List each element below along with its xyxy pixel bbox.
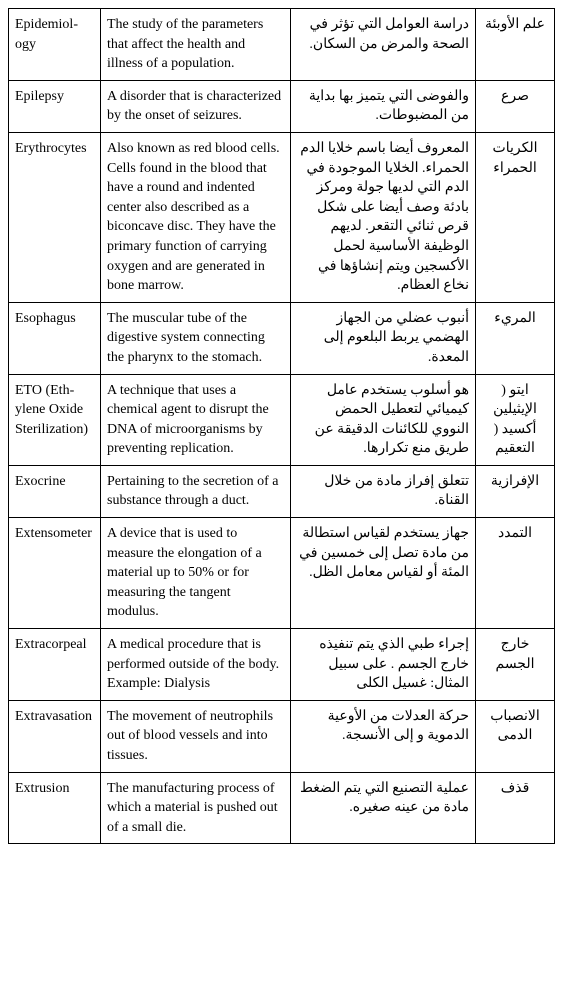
- cell-ar-def: إجراء طبي الذي يتم تنفيذه خارج الجسم . ع…: [291, 629, 476, 701]
- cell-ar-def: دراسة العوامل التي تؤثر في الصحة والمرض …: [291, 9, 476, 81]
- cell-ar-term: الانصباب الدمى: [476, 700, 555, 772]
- cell-ar-def: المعروف أيضا باسم خلايا الدم الحمراء. ال…: [291, 132, 476, 302]
- cell-ar-term: علم الأوبئة: [476, 9, 555, 81]
- table-row: ExtracorpealA medical procedure that is …: [9, 629, 555, 701]
- cell-en-term: Epilepsy: [9, 80, 101, 132]
- cell-en-term: Erythrocytes: [9, 132, 101, 302]
- table-row: Epidemiol­ogyThe study of the parame­ter…: [9, 9, 555, 81]
- cell-ar-term: صرع: [476, 80, 555, 132]
- cell-en-def: The manufacturing pro­cess of which a ma…: [101, 772, 291, 844]
- cell-en-term: Extracorpeal: [9, 629, 101, 701]
- cell-ar-term: المريء: [476, 302, 555, 374]
- cell-ar-term: ايتو ( الإيثيلين أكسيد ( التعقيم: [476, 374, 555, 465]
- cell-en-def: The study of the parame­ters that affect…: [101, 9, 291, 81]
- cell-en-def: A device that is used to measure the elo…: [101, 518, 291, 629]
- cell-en-term: Exocrine: [9, 465, 101, 517]
- table-row: ErythrocytesAlso known as red blood cell…: [9, 132, 555, 302]
- glossary-table: Epidemiol­ogyThe study of the parame­ter…: [8, 8, 555, 844]
- table-row: ETO (Eth­ylene Oxide Sterilization)A tec…: [9, 374, 555, 465]
- cell-ar-term: الإفرازية: [476, 465, 555, 517]
- cell-en-def: The movement of neutrophils out of blood…: [101, 700, 291, 772]
- cell-en-term: Extravasa­tion: [9, 700, 101, 772]
- cell-ar-term: قذف: [476, 772, 555, 844]
- table-row: Extensom­eterA device that is used to me…: [9, 518, 555, 629]
- cell-ar-def: حركة العدلات من الأوعية الدموية و إلى ال…: [291, 700, 476, 772]
- cell-ar-def: هو أسلوب يستخدم عامل كيميائي لتعطيل الحم…: [291, 374, 476, 465]
- cell-ar-def: عملية التصنيع التي يتم الضغط مادة من عين…: [291, 772, 476, 844]
- cell-en-term: Extensom­eter: [9, 518, 101, 629]
- cell-en-term: Extrusion: [9, 772, 101, 844]
- cell-en-def: The muscular tube of the digestive syste…: [101, 302, 291, 374]
- cell-ar-def: جهاز يستخدم لقياس استطالة من مادة تصل إل…: [291, 518, 476, 629]
- cell-ar-term: الكريات الحمراء: [476, 132, 555, 302]
- cell-en-term: Epidemiol­ogy: [9, 9, 101, 81]
- cell-en-term: Esophagus: [9, 302, 101, 374]
- table-row: ExocrinePertaining to the secretion of a…: [9, 465, 555, 517]
- cell-en-term: ETO (Eth­ylene Oxide Sterilization): [9, 374, 101, 465]
- table-row: ExtrusionThe manufacturing pro­cess of w…: [9, 772, 555, 844]
- table-row: EpilepsyA disorder that is char­acterize…: [9, 80, 555, 132]
- cell-en-def: A medical procedure that is performed ou…: [101, 629, 291, 701]
- cell-en-def: Also known as red blood cells. Cells fou…: [101, 132, 291, 302]
- cell-ar-term: خارج الجسم: [476, 629, 555, 701]
- cell-ar-def: تتعلق إفراز مادة من خلال القناة.: [291, 465, 476, 517]
- glossary-tbody: Epidemiol­ogyThe study of the parame­ter…: [9, 9, 555, 844]
- cell-ar-term: التمدد: [476, 518, 555, 629]
- table-row: Extravasa­tionThe movement of neutrophil…: [9, 700, 555, 772]
- cell-en-def: Pertaining to the secretion of a substan…: [101, 465, 291, 517]
- cell-en-def: A disorder that is char­acterized by the…: [101, 80, 291, 132]
- cell-en-def: A technique that uses a chemical agent t…: [101, 374, 291, 465]
- cell-ar-def: والفوضى التي يتميز بها بداية من المضبوطا…: [291, 80, 476, 132]
- cell-ar-def: أنبوب عضلي من الجهاز الهضمي يربط البلعوم…: [291, 302, 476, 374]
- table-row: EsophagusThe muscular tube of the digest…: [9, 302, 555, 374]
